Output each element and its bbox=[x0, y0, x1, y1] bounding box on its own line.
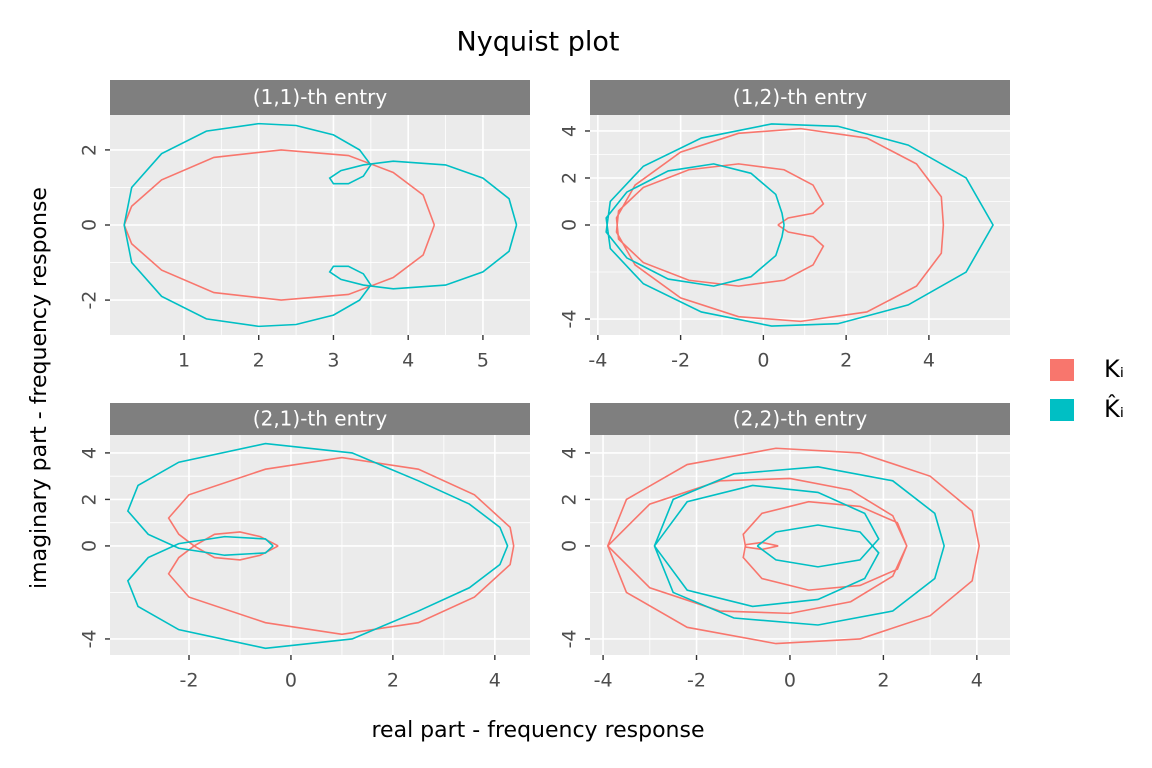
legend-swatch bbox=[1050, 359, 1074, 381]
nyquist-curve bbox=[606, 447, 980, 645]
x-tick-label: -2 bbox=[671, 350, 690, 372]
y-axis-title: imaginary part - frequency response bbox=[27, 187, 52, 589]
x-tick-label: -4 bbox=[594, 670, 613, 692]
x-tick-label: 3 bbox=[327, 350, 339, 372]
x-axis-title: real part - frequency response bbox=[372, 718, 705, 743]
x-tick-label: 4 bbox=[402, 350, 414, 372]
y-tick-label: -4 bbox=[559, 310, 581, 329]
x-tick-label: 1 bbox=[178, 350, 190, 372]
y-tick-label: -4 bbox=[559, 629, 581, 648]
strip-label: (1,2)-th entry bbox=[733, 85, 868, 109]
legend-label: K̂ᵢ bbox=[1104, 395, 1124, 423]
strip-label: (2,1)-th entry bbox=[253, 407, 388, 431]
x-tick-label: 0 bbox=[784, 670, 796, 692]
chart-title: Nyquist plot bbox=[457, 27, 620, 58]
x-tick-label: -2 bbox=[687, 670, 706, 692]
strip-background bbox=[110, 80, 530, 115]
strip-label: (2,2)-th entry bbox=[733, 407, 868, 431]
x-tick-label: 2 bbox=[877, 670, 889, 692]
x-tick-label: 2 bbox=[840, 350, 852, 372]
legend-swatch bbox=[1050, 399, 1074, 421]
x-tick-label: 2 bbox=[387, 670, 399, 692]
y-tick-label: 4 bbox=[559, 125, 581, 137]
x-tick-label: 4 bbox=[971, 670, 983, 692]
y-tick-label: 4 bbox=[559, 447, 581, 459]
x-tick-label: 5 bbox=[477, 350, 489, 372]
x-tick-label: -2 bbox=[180, 670, 199, 692]
nyquist-curve bbox=[615, 127, 945, 323]
y-tick-label: 0 bbox=[559, 540, 581, 552]
y-tick-label: 2 bbox=[79, 493, 101, 505]
panel-background bbox=[590, 435, 1010, 655]
x-tick-label: 0 bbox=[757, 350, 769, 372]
strip-background bbox=[590, 80, 1010, 115]
y-tick-label: 4 bbox=[79, 447, 101, 459]
strip-background bbox=[110, 403, 530, 435]
y-tick-label: 0 bbox=[559, 219, 581, 231]
nyquist-curve bbox=[605, 123, 994, 327]
panel-background bbox=[110, 435, 530, 655]
y-tick-label: 0 bbox=[79, 540, 101, 552]
nyquist-curve bbox=[653, 466, 945, 626]
nyquist-curve bbox=[123, 122, 518, 328]
strip-background bbox=[590, 403, 1010, 435]
nyquist-curve bbox=[126, 442, 509, 650]
y-tick-label: 2 bbox=[559, 172, 581, 184]
x-tick-label: 4 bbox=[489, 670, 501, 692]
x-tick-label: 4 bbox=[923, 350, 935, 372]
x-tick-label: 2 bbox=[253, 350, 265, 372]
strip-label: (1,1)-th entry bbox=[253, 85, 388, 109]
y-tick-label: -4 bbox=[79, 629, 101, 648]
y-tick-label: -2 bbox=[79, 291, 101, 310]
y-tick-label: 2 bbox=[559, 493, 581, 505]
y-tick-label: 2 bbox=[79, 144, 101, 156]
x-tick-label: 0 bbox=[285, 670, 297, 692]
legend-label: Kᵢ bbox=[1104, 355, 1124, 383]
x-tick-label: -4 bbox=[588, 350, 607, 372]
y-tick-label: 0 bbox=[79, 219, 101, 231]
